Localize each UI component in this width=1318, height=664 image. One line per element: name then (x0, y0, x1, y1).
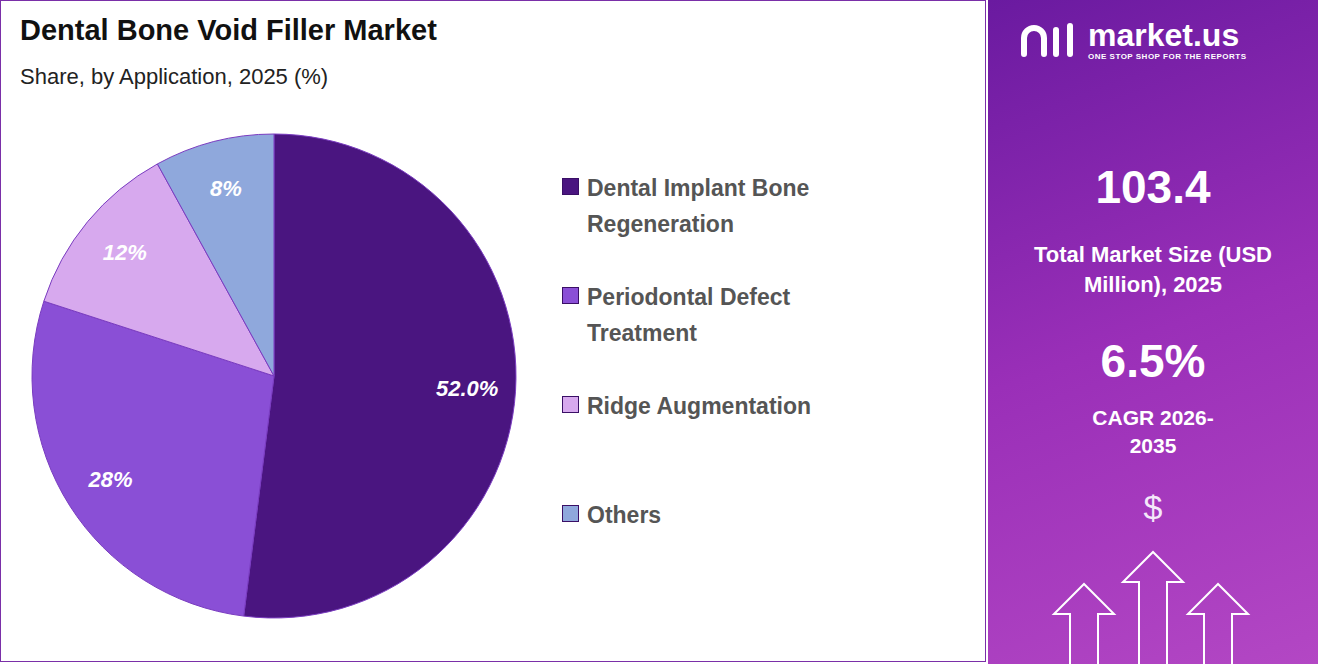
html-text:ONE STOP SHOP FOR THE REPORTS: ONE STOP SHOP FOR THE REPORTS (1088, 52, 1247, 61)
html-text:Share, by Application, 2025 (%: Share, by Application, 2025 (%) (20, 64, 329, 89)
html-text:market.us: market.us (1088, 17, 1240, 53)
html-text:103.4: 103.4 (1095, 161, 1211, 213)
html-text:6.5%: 6.5% (1100, 335, 1206, 387)
html-text:Total Market Size (USD Million: Total Market Size (USD Million), 2025 (1034, 242, 1272, 297)
html-text:Ridge Augmentation: Ridge Augmentation (587, 393, 811, 419)
html-text:Periodontal Defect Treatment: Periodontal Defect Treatment (587, 284, 791, 346)
html-text:Dental Implant Bone Regenerati: Dental Implant Bone Regeneration (587, 175, 810, 237)
svg-text:52.0%: 52.0% (436, 376, 498, 401)
html-text:Dental Bone Void Filler Market: Dental Bone Void Filler Market (20, 14, 437, 46)
svg-text:8%: 8% (210, 176, 242, 201)
svg-text:28%: 28% (88, 467, 133, 492)
svg-text:12%: 12% (103, 240, 147, 265)
html-text:CAGR 2026-2035: CAGR 2026-2035 (1092, 406, 1214, 457)
html-text:Others: Others (587, 502, 662, 528)
